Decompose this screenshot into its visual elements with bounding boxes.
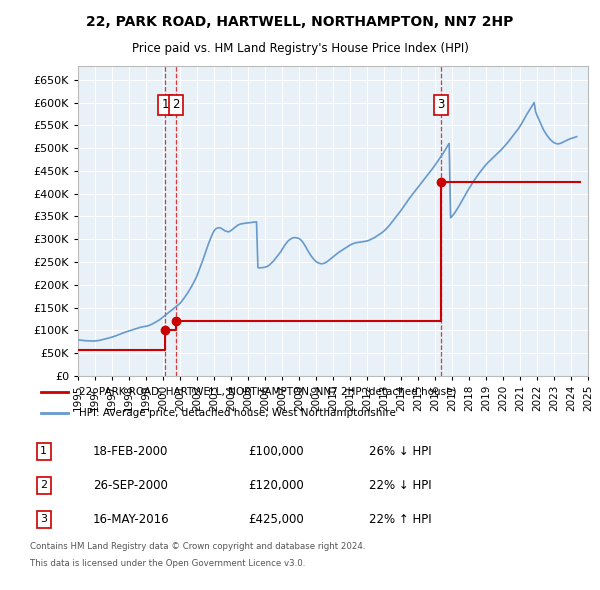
Text: This data is licensed under the Open Government Licence v3.0.: This data is licensed under the Open Gov… — [30, 559, 305, 568]
Text: 1: 1 — [40, 447, 47, 456]
Text: £120,000: £120,000 — [248, 479, 304, 492]
Text: Contains HM Land Registry data © Crown copyright and database right 2024.: Contains HM Land Registry data © Crown c… — [30, 542, 365, 550]
Text: 26-SEP-2000: 26-SEP-2000 — [93, 479, 167, 492]
Text: 22% ↓ HPI: 22% ↓ HPI — [368, 479, 431, 492]
Text: 1: 1 — [161, 99, 169, 112]
Text: 3: 3 — [40, 514, 47, 525]
Text: 22% ↑ HPI: 22% ↑ HPI — [368, 513, 431, 526]
Text: £100,000: £100,000 — [248, 445, 304, 458]
Text: 22, PARK ROAD, HARTWELL, NORTHAMPTON, NN7 2HP (detached house): 22, PARK ROAD, HARTWELL, NORTHAMPTON, NN… — [79, 386, 457, 396]
Text: 22, PARK ROAD, HARTWELL, NORTHAMPTON, NN7 2HP: 22, PARK ROAD, HARTWELL, NORTHAMPTON, NN… — [86, 15, 514, 29]
Text: 16-MAY-2016: 16-MAY-2016 — [93, 513, 169, 526]
Text: HPI: Average price, detached house, West Northamptonshire: HPI: Average price, detached house, West… — [79, 408, 396, 418]
Text: Price paid vs. HM Land Registry's House Price Index (HPI): Price paid vs. HM Land Registry's House … — [131, 42, 469, 55]
Text: 2: 2 — [172, 99, 179, 112]
Text: 26% ↓ HPI: 26% ↓ HPI — [368, 445, 431, 458]
Text: £425,000: £425,000 — [248, 513, 304, 526]
Text: 2: 2 — [40, 480, 47, 490]
Text: 3: 3 — [437, 99, 445, 112]
Text: 18-FEB-2000: 18-FEB-2000 — [93, 445, 168, 458]
